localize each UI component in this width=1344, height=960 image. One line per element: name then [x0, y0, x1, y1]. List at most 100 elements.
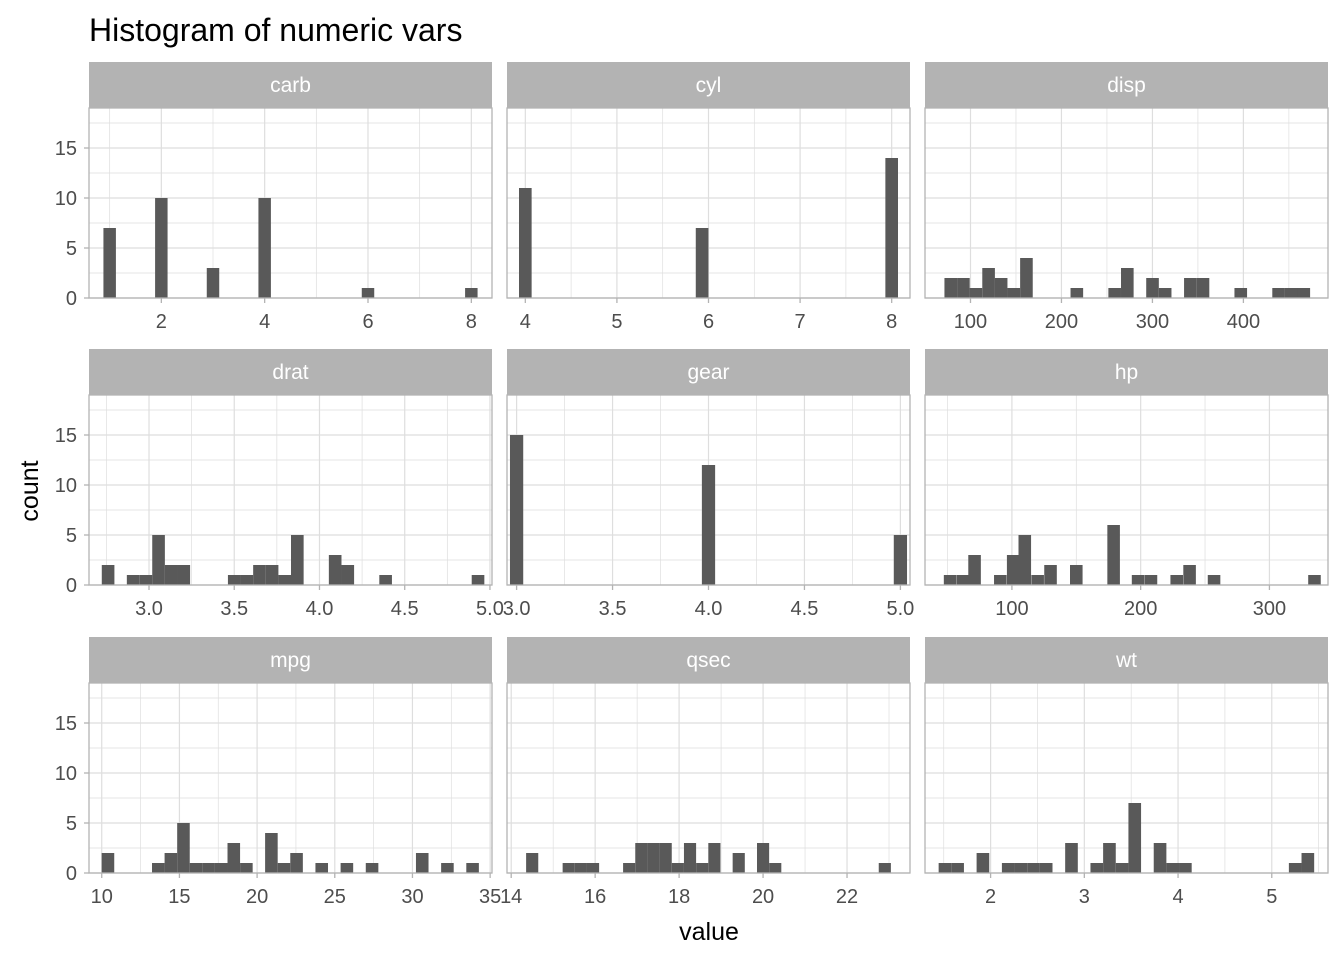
histogram-bar: [769, 863, 782, 873]
histogram-bar: [1308, 575, 1321, 585]
x-tick-label: 7: [795, 311, 806, 333]
histogram-bar: [708, 843, 721, 873]
x-tick-label: 2: [156, 311, 167, 333]
x-tick-label: 15: [168, 886, 190, 908]
histogram-bar: [994, 575, 1007, 585]
x-axis-cyl: 4 5 6 7 8: [520, 298, 897, 333]
histogram-bar: [240, 863, 253, 873]
x-tick-label: 3.5: [599, 598, 627, 620]
x-axis-wt: 2 3 4 5: [985, 873, 1277, 908]
histogram-bar: [969, 288, 983, 298]
histogram-bar: [164, 565, 178, 585]
histogram-bar: [466, 863, 479, 873]
histogram-bar: [227, 843, 241, 873]
histogram-bar: [365, 863, 379, 873]
chart-title: Histogram of numeric vars: [89, 12, 462, 48]
bars: [526, 843, 891, 873]
histogram-bar: [1103, 843, 1116, 873]
histogram-bar: [1070, 565, 1083, 585]
x-tick-label: 4.0: [695, 598, 723, 620]
histogram-bar: [258, 198, 271, 298]
histogram-bar: [1065, 843, 1078, 873]
bars: [943, 525, 1321, 585]
histogram-bar: [1179, 863, 1192, 873]
x-tick-label: 5: [611, 311, 622, 333]
histogram-bar: [155, 198, 168, 298]
y-tick-label: 5: [66, 238, 77, 260]
histogram-bar: [278, 575, 292, 585]
strip-hp: [925, 349, 1328, 395]
bars: [519, 158, 898, 298]
histogram-bar: [509, 435, 524, 585]
histogram-bar: [1170, 575, 1183, 585]
x-axis-carb: 2 4 6 8: [156, 298, 477, 333]
x-tick-label: 400: [1227, 311, 1260, 333]
panel-border: [924, 107, 1329, 299]
histogram-bar: [683, 843, 697, 873]
histogram-bar: [757, 843, 770, 873]
y-axis-row-1: 0 5 10 15: [55, 138, 89, 310]
histogram-bar: [701, 465, 716, 585]
panel-border: [924, 682, 1329, 874]
histogram-bar: [189, 863, 203, 873]
panel-carb: carb 2 4 6 8 0 5 10 15: [55, 62, 493, 333]
x-tick-label: 4.5: [791, 598, 819, 620]
histogram-bar: [379, 575, 392, 585]
y-tick-label: 10: [55, 188, 77, 210]
strip-label-hp: hp: [1115, 361, 1138, 384]
histogram-bar: [253, 565, 266, 585]
x-tick-label: 5: [1266, 886, 1277, 908]
histogram-bar: [943, 575, 957, 585]
strip-label-carb: carb: [270, 74, 311, 97]
histogram-bar: [361, 288, 375, 298]
x-tick-label: 10: [91, 886, 113, 908]
histogram-bar: [341, 565, 355, 585]
histogram-bar: [1108, 288, 1121, 298]
strip-label-disp: disp: [1107, 74, 1146, 97]
y-tick-label: 0: [66, 575, 77, 597]
gridlines: [925, 395, 1328, 586]
histogram-bar: [586, 863, 600, 873]
histogram-bar: [1039, 863, 1053, 873]
histogram-bar: [265, 833, 278, 873]
histogram-bar: [878, 863, 891, 873]
strip-gear: [507, 349, 910, 395]
histogram-bar: [152, 535, 165, 585]
x-tick-label: 4.0: [306, 598, 334, 620]
x-tick-label: 18: [668, 886, 690, 908]
histogram-bar: [1196, 278, 1210, 298]
histogram-bar: [1234, 288, 1248, 298]
histogram-bar: [214, 863, 228, 873]
y-tick-label: 5: [66, 525, 77, 547]
histogram-bar: [465, 288, 478, 298]
histogram-bar: [290, 853, 303, 873]
histogram-bar: [1006, 555, 1020, 585]
histogram-bar: [177, 565, 191, 585]
panel-background: [89, 683, 492, 873]
histogram-bar: [471, 575, 485, 585]
panel-drat: drat 3.0 3.5 4.0 4.5 5.0 0 5 10 15: [55, 349, 504, 620]
strip-label-wt: wt: [1115, 649, 1137, 672]
histogram-bar: [277, 863, 291, 873]
histogram-bar: [519, 188, 532, 298]
histogram-bar: [1107, 525, 1120, 585]
panel-border: [924, 394, 1329, 586]
x-axis-disp: 100 200 300 400: [954, 298, 1260, 333]
histogram-bar: [1115, 863, 1129, 873]
x-tick-label: 2: [985, 886, 996, 908]
histogram-bar: [1288, 863, 1302, 873]
panel-background: [507, 683, 910, 873]
histogram-bar: [328, 555, 342, 585]
panel-background: [925, 395, 1328, 585]
x-axis-title: value: [679, 918, 739, 946]
histogram-bar: [227, 575, 241, 585]
y-tick-label: 15: [55, 138, 77, 160]
bars: [944, 258, 1311, 298]
y-tick-label: 10: [55, 763, 77, 785]
histogram-bar: [1018, 535, 1032, 585]
x-tick-label: 4: [259, 311, 270, 333]
panel-wt: wt 2 3 4 5: [924, 637, 1329, 908]
histogram-bar: [1027, 863, 1040, 873]
histogram-bar: [202, 863, 215, 873]
